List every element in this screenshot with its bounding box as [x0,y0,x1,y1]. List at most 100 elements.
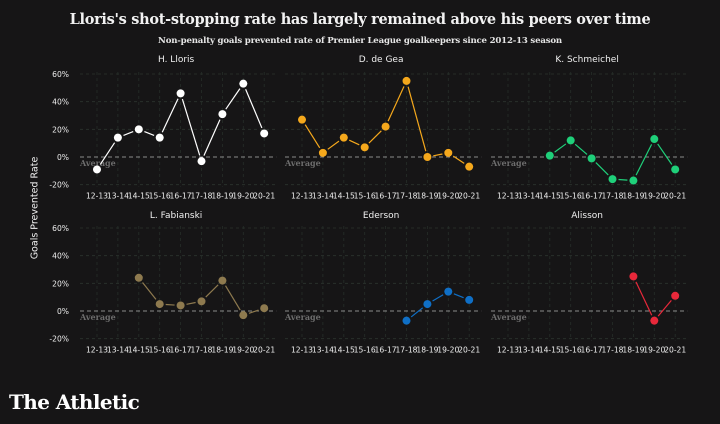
average-label: Average [490,312,527,322]
x-tick-label: 16-17 [581,346,603,355]
x-tick-label: 15-16 [149,192,171,201]
x-tick-label: 20-21 [664,346,686,355]
x-tick-label: 18-19 [211,346,233,355]
data-point [545,151,554,160]
y-tick-label: 60% [52,70,69,79]
data-point [176,89,185,98]
x-tick-label: 19-20 [643,192,665,201]
series-line-segment [327,140,340,150]
data-point [650,135,659,144]
data-point [134,125,143,134]
series-line-segment [635,144,653,176]
y-tick-label: 0% [57,153,69,162]
x-tick-label: 12-13 [86,346,108,355]
data-point [423,153,432,161]
data-point [629,176,638,185]
series-line-segment [453,293,464,299]
panel-k-schmeichel: K. Schmeichel Average 12-1313-1414-1515-16… [490,55,688,201]
average-label: Average [284,158,321,168]
x-tick-label: 20-21 [458,192,480,201]
series-line-segment [203,119,221,156]
y-tick-label: 20% [52,279,69,288]
series-line-segment [368,130,382,144]
x-tick-label: 12-13 [291,192,313,201]
x-tick-label: 20-21 [253,346,275,355]
x-tick-label: 15-16 [560,192,582,201]
x-tick-label: 16-17 [375,192,397,201]
series-line-segment [248,309,259,314]
panel-l-fabianski: L. FabianskiAverage60%40%20%0%-20%12-131… [49,211,277,355]
panel-title: Alisson [571,211,603,221]
data-point [134,273,143,282]
series-line-segment [410,307,424,318]
x-tick-label: 15-16 [149,346,171,355]
data-point [197,157,206,166]
x-tick-label: 15-16 [354,346,376,355]
series-line-segment [165,303,175,306]
data-point [423,300,432,309]
panel-title: D. de Gea [359,55,404,65]
panel-title: L. Fabianski [150,211,202,221]
data-point [239,79,248,88]
data-point [260,304,269,313]
data-point [402,316,411,325]
data-point [176,301,185,310]
series-line-segment [186,301,196,305]
data-point [218,110,227,119]
y-tick-label: 20% [52,125,69,134]
x-tick-label: 14-15 [333,192,355,201]
x-tick-label: 16-17 [581,192,603,201]
x-tick-label: 12-13 [497,192,519,201]
data-point [360,143,369,152]
average-label: Average [490,158,527,168]
series-line-segment [142,282,157,300]
x-tick-label: 19-20 [437,192,459,201]
chart-title: Lloris's shot-stopping rate has largely … [69,11,651,28]
average-label: Average [79,158,116,168]
x-tick-label: 13-14 [312,346,334,355]
data-point [113,133,122,142]
data-point [318,148,327,157]
series-line-segment [432,294,444,302]
x-tick-label: 19-20 [643,346,665,355]
x-tick-label: 13-14 [518,192,540,201]
series-line-segment [348,139,360,146]
data-point [671,165,680,174]
y-tick-label: 40% [52,252,69,261]
y-tick-label: -20% [49,181,69,190]
data-point [629,272,638,281]
panel-ederson: EdersonAverage12-1313-1414-1515-1616-171… [284,211,482,355]
series-line-segment [407,86,427,152]
x-tick-label: 17-18 [190,346,212,355]
x-tick-label: 20-21 [253,192,275,201]
x-tick-label: 14-15 [128,192,150,201]
series-line-segment [433,153,443,157]
series-line-segment [245,88,263,129]
panel-alisson: AlissonAverage12-1313-1414-1515-1616-171… [490,211,688,355]
x-tick-label: 12-13 [291,346,313,355]
data-point [444,287,453,296]
x-tick-label: 17-18 [395,192,417,201]
series-line-segment [595,162,609,176]
data-point [218,276,227,285]
series-line-segment [635,281,653,316]
series-line-segment [657,299,672,317]
x-tick-label: 18-19 [416,192,438,201]
series-line-segment [618,178,628,181]
x-tick-label: 16-17 [170,192,192,201]
brand-logo: The Athletic [9,390,140,414]
data-point [155,133,164,142]
average-label: Average [79,312,116,322]
data-point [155,300,164,309]
panel-d-de-gea: D. de Gea Average 12-1313-1414-1515-1616-1… [284,55,482,201]
panel-title: Ederson [363,211,400,221]
x-tick-label: 15-16 [354,192,376,201]
x-tick-label: 14-15 [539,192,561,201]
series-line-segment [161,98,179,133]
series-line-segment [181,98,201,156]
data-point [239,311,248,320]
x-tick-label: 16-17 [375,346,397,355]
x-tick-label: 18-19 [211,192,233,201]
data-point [381,122,390,131]
